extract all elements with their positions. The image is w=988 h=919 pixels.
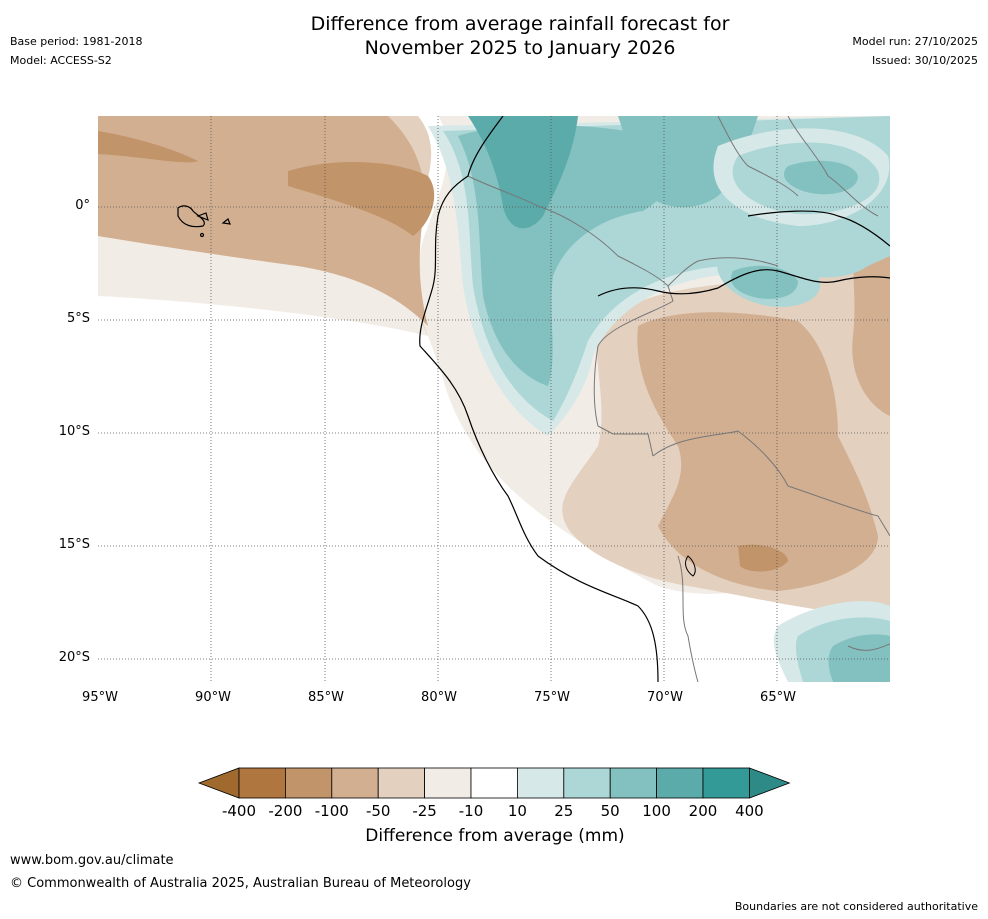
colorbar-swatch [656,767,704,799]
colorbar-tick-label: 25 [554,802,574,820]
footer-copyright: © Commonwealth of Australia 2025, Austra… [10,876,471,891]
colorbar-swatch [424,767,472,799]
lat-label-15s: 15°S [58,537,90,552]
colorbar-swatch [331,767,379,799]
colorbar-extend-low [197,767,240,799]
lon-label-90w: 90°W [195,690,231,705]
colorbar-tick-label: 200 [688,802,718,820]
coastline [419,116,890,682]
lat-label-20s: 20°S [58,650,90,665]
colorbar-tick-label: -200 [268,802,303,820]
colorbar-swatch [563,767,611,799]
footer-url[interactable]: www.bom.gov.au/climate [10,853,174,868]
header-right: Model run: 27/10/2025 Issued: 30/10/2025 [852,32,978,70]
lat-label-0: 0° [75,198,90,213]
lat-label-10s: 10°S [58,424,90,439]
colorbar-title: Difference from average (mm) [365,826,625,846]
dry-region-100-c [738,544,788,572]
colorbar-tick-label: -25 [412,802,437,820]
colorbar-tick-label: -10 [458,802,484,820]
lon-label-95w: 95°W [82,690,118,705]
colorbar-swatch [284,767,333,799]
wet-region-se-50 [828,634,890,682]
gridlines [98,116,890,682]
lon-label-85w: 85°W [308,690,344,705]
colorbar-swatch [517,767,565,799]
colorbar-extend-high [749,767,791,799]
map-canvas [98,116,890,682]
issued-date: Issued: 30/10/2025 [871,54,978,67]
dry-region-50-east [637,312,878,591]
header-left: Base period: 1981-2018 Model: ACCESS-S2 [10,32,142,70]
model-run: Model run: 27/10/2025 [852,35,978,48]
title-line-2: November 2025 to January 2026 [364,37,676,59]
colorbar-tick-label: 100 [642,802,671,820]
dry-region-50-far-east [852,226,890,416]
colorbar-tick-label: -50 [365,802,391,820]
lake-titicaca [685,555,696,577]
colorbar-tick-label: -100 [314,802,349,820]
country-borders [467,116,890,682]
lon-label-80w: 80°W [421,690,457,705]
colorbar-tick-label: 400 [735,802,764,820]
rainfall-map [98,116,890,682]
colorbar-tick-label: 10 [507,802,527,820]
galapagos-islands [177,205,231,238]
colorbar-swatch [238,767,286,799]
wet-region-mid-50 [730,265,798,299]
colorbar-swatch [470,767,518,799]
dry-region-100 [98,131,198,163]
model-name: Model: ACCESS-S2 [10,54,112,67]
lon-label-70w: 70°W [647,690,683,705]
map-title: Difference from average rainfall forecas… [220,12,820,60]
footer-disclaimer: Boundaries are not considered authoritat… [734,900,978,913]
colorbar-swatch [377,767,426,799]
colorbar-tick-label: -400 [221,802,257,820]
wet-region-100 [468,116,578,229]
lon-label-75w: 75°W [534,690,570,705]
lat-label-5s: 5°S [66,311,90,326]
colorbar-tick-label: 50 [600,802,620,820]
dry-region-100-b [288,161,435,236]
base-period: Base period: 1981-2018 [10,35,143,48]
colorbar-swatch [609,767,658,799]
colorbar-swatches [197,767,791,799]
lon-label-65w: 65°W [760,690,796,705]
title-line-1: Difference from average rainfall forecas… [310,13,730,35]
colorbar-swatch [702,767,750,799]
